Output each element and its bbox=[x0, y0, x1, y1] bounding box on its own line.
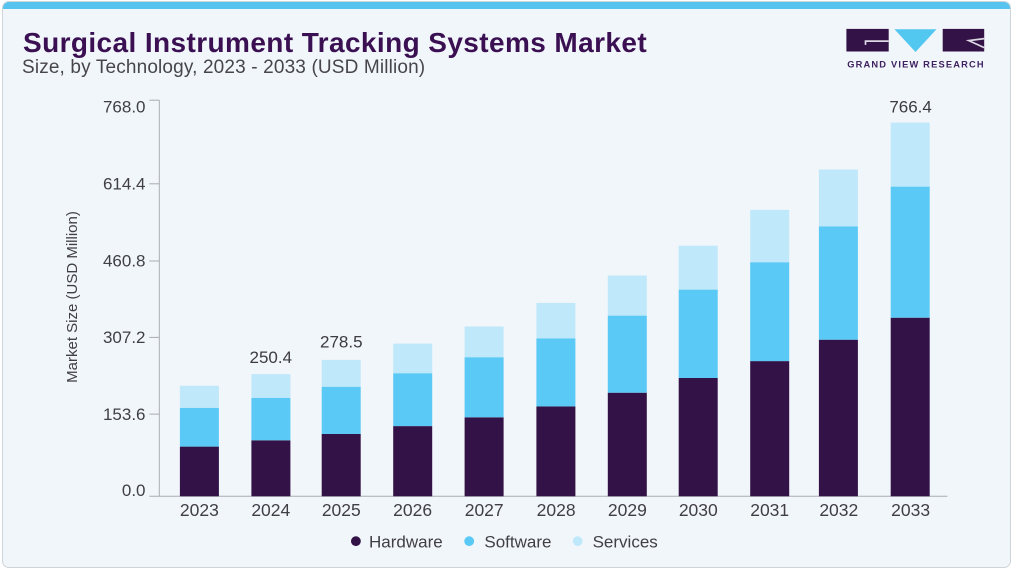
svg-text:2029: 2029 bbox=[608, 500, 647, 520]
svg-text:Software: Software bbox=[484, 532, 551, 551]
svg-text:GRAND VIEW RESEARCH: GRAND VIEW RESEARCH bbox=[847, 59, 985, 69]
svg-text:153.6: 153.6 bbox=[103, 405, 146, 424]
svg-text:Hardware: Hardware bbox=[369, 532, 443, 551]
svg-text:250.4: 250.4 bbox=[250, 348, 293, 367]
svg-text:Market Size (USD Million): Market Size (USD Million) bbox=[64, 211, 81, 383]
svg-text:766.4: 766.4 bbox=[889, 98, 932, 117]
svg-text:2026: 2026 bbox=[393, 500, 432, 520]
svg-text:2028: 2028 bbox=[537, 500, 576, 520]
svg-text:2027: 2027 bbox=[465, 500, 504, 520]
svg-text:2032: 2032 bbox=[819, 500, 858, 520]
svg-text:2025: 2025 bbox=[322, 500, 361, 520]
svg-text:278.5: 278.5 bbox=[320, 332, 363, 351]
svg-text:2031: 2031 bbox=[750, 500, 789, 520]
svg-text:460.8: 460.8 bbox=[103, 252, 146, 271]
svg-text:614.4: 614.4 bbox=[103, 175, 146, 194]
svg-text:2033: 2033 bbox=[891, 500, 930, 520]
svg-text:0.0: 0.0 bbox=[122, 481, 146, 500]
svg-text:2023: 2023 bbox=[180, 500, 219, 520]
svg-text:2030: 2030 bbox=[679, 500, 718, 520]
svg-text:2024: 2024 bbox=[251, 500, 290, 520]
svg-text:768.0: 768.0 bbox=[103, 98, 146, 117]
svg-text:Services: Services bbox=[593, 532, 658, 551]
svg-text:307.2: 307.2 bbox=[103, 328, 146, 347]
